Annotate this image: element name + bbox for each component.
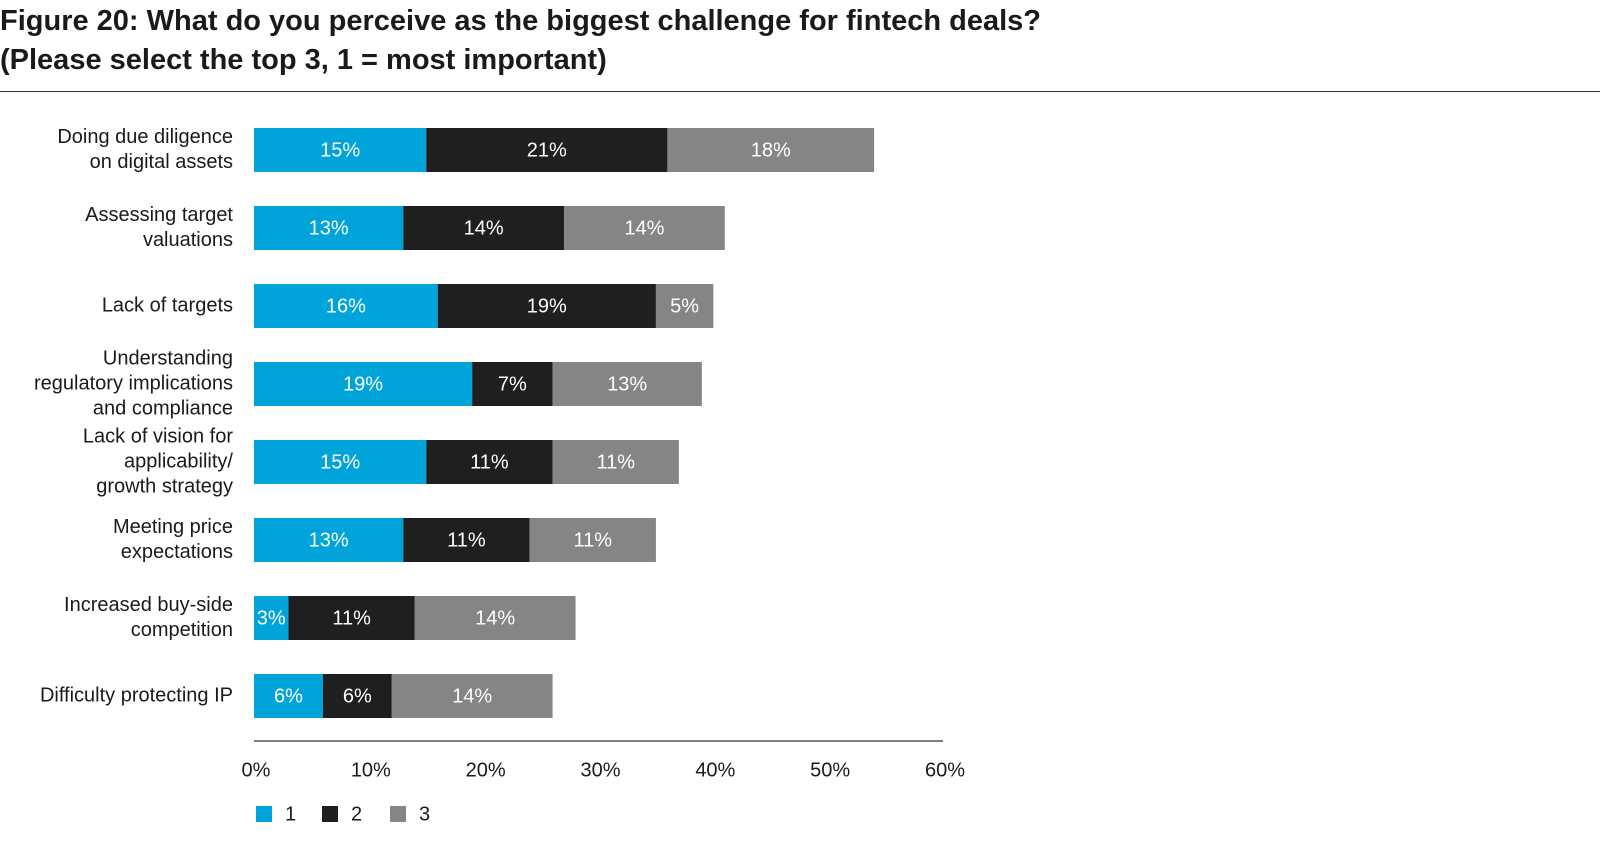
bar-segment-2: [403, 518, 530, 562]
x-tick-label: 0%: [242, 759, 271, 781]
category-label: Assessing target: [85, 204, 233, 226]
x-tick-label: 60%: [925, 759, 965, 781]
bar-segment-1: [254, 206, 404, 250]
bar-segment-1: [254, 440, 427, 484]
legend-label-2: 2: [351, 803, 362, 825]
category-label: Lack of vision for: [83, 425, 233, 447]
bar-value-label: 18%: [751, 139, 791, 161]
bar-segment-1: [254, 674, 323, 718]
bar-segment-2: [472, 362, 553, 406]
bar-segment-1: [254, 362, 473, 406]
chart-title-line-2: (Please select the top 3, 1 = most impor…: [0, 44, 607, 76]
bar-value-label: 16%: [326, 295, 366, 317]
bar-value-label: 11%: [447, 529, 486, 551]
bar-value-label: 13%: [309, 529, 349, 551]
bar-segment-1: [254, 518, 404, 562]
bar-value-label: 15%: [320, 451, 360, 473]
bar-value-label: 19%: [527, 295, 567, 317]
category-label: expectations: [121, 541, 233, 563]
bar-value-label: 5%: [670, 295, 699, 317]
bar-segment-2: [288, 596, 415, 640]
bar-segment-2: [322, 674, 392, 718]
bar-segment-1: [254, 284, 438, 328]
category-label: regulatory implications: [34, 372, 233, 394]
category-label: Understanding: [103, 347, 233, 369]
bar-value-label: 6%: [274, 685, 303, 707]
category-label: on digital assets: [90, 151, 233, 173]
category-label: Doing due diligence: [57, 126, 233, 148]
category-label: and compliance: [93, 397, 233, 419]
bar-segment-1: [254, 128, 427, 172]
title-divider: [0, 91, 1600, 92]
bar-segment-3: [564, 206, 725, 250]
legend-swatch-2: [322, 806, 338, 822]
bar-segment-1: [254, 596, 289, 640]
bar-value-label: 11%: [470, 451, 509, 473]
legend-label-1: 1: [285, 803, 296, 825]
legend-swatch-1: [256, 806, 272, 822]
bar-value-label: 13%: [607, 373, 647, 395]
bar-segment-2: [437, 284, 656, 328]
bar-value-label: 11%: [332, 607, 371, 629]
bar-value-label: 7%: [498, 373, 527, 395]
bar-value-label: 14%: [624, 217, 664, 239]
bar-value-label: 6%: [343, 685, 372, 707]
bar-value-label: 11%: [573, 529, 612, 551]
x-tick-label: 50%: [810, 759, 850, 781]
x-tick-label: 20%: [466, 759, 506, 781]
bar-segment-3: [667, 128, 875, 172]
bar-value-label: 21%: [527, 139, 567, 161]
legend-label-3: 3: [419, 803, 430, 825]
category-label: Increased buy-side: [64, 594, 233, 616]
bar-segment-3: [655, 284, 714, 328]
bar-segment-2: [403, 206, 565, 250]
bar-segment-2: [426, 128, 668, 172]
bar-value-label: 15%: [320, 139, 360, 161]
category-label: applicability/: [124, 450, 233, 472]
bar-value-label: 11%: [596, 451, 635, 473]
x-tick-label: 40%: [695, 759, 735, 781]
bar-value-label: 14%: [452, 685, 492, 707]
category-label: Difficulty protecting IP: [40, 684, 233, 706]
bar-segment-3: [529, 518, 656, 562]
bar-segment-3: [552, 440, 679, 484]
bar-value-label: 14%: [464, 217, 504, 239]
category-label: competition: [131, 619, 233, 641]
bar-segment-3: [552, 362, 702, 406]
bar-segment-3: [414, 596, 576, 640]
bar-value-label: 3%: [257, 607, 286, 629]
category-label: valuations: [143, 229, 233, 251]
category-label: Lack of targets: [102, 294, 233, 316]
x-tick-label: 10%: [351, 759, 391, 781]
bar-segment-3: [391, 674, 553, 718]
category-label: growth strategy: [96, 475, 233, 497]
bar-value-label: 13%: [309, 217, 349, 239]
chart-title-line-1: Figure 20: What do you perceive as the b…: [0, 5, 1041, 37]
bar-value-label: 19%: [343, 373, 383, 395]
category-label: Meeting price: [113, 516, 233, 538]
x-tick-label: 30%: [580, 759, 620, 781]
bar-value-label: 14%: [475, 607, 515, 629]
chart-title: Figure 20: What do you perceive as the b…: [0, 2, 1590, 80]
bar-segment-2: [426, 440, 553, 484]
legend-swatch-3: [390, 806, 406, 822]
